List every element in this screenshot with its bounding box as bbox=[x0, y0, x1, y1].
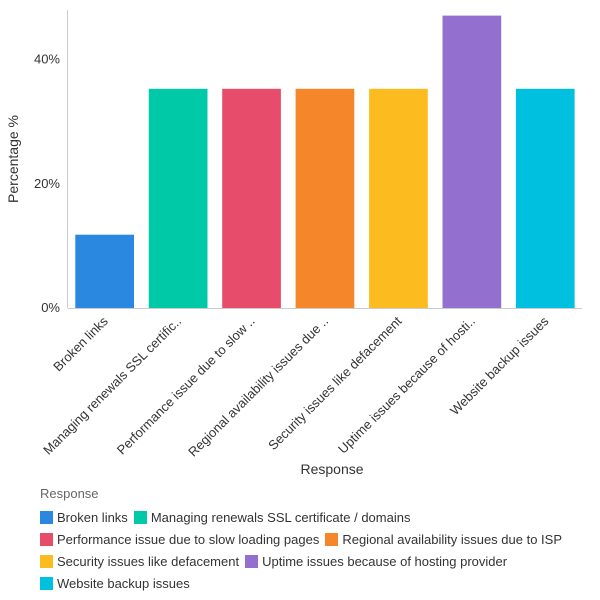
bar-2[interactable] bbox=[148, 88, 208, 308]
legend-item[interactable]: Broken links bbox=[40, 506, 128, 528]
legend-item[interactable]: Uptime issues because of hosting provide… bbox=[245, 550, 507, 572]
legend-label: Performance issue due to slow loading pa… bbox=[57, 531, 320, 547]
legend-label: Managing renewals SSL certificate / doma… bbox=[150, 509, 411, 525]
y-ticks: 0% 20% 40% bbox=[34, 52, 60, 315]
bar-1[interactable] bbox=[75, 234, 134, 308]
legend-item[interactable]: Website backup issues bbox=[40, 572, 190, 594]
x-axis-title: Response bbox=[300, 461, 363, 477]
legend: Response Broken links Managing renewals S… bbox=[40, 486, 590, 594]
bar-3[interactable] bbox=[222, 88, 281, 308]
legend-swatch bbox=[40, 532, 53, 546]
legend-item[interactable]: Managing renewals SSL certificate / doma… bbox=[133, 506, 411, 528]
y-axis-title: Percentage % bbox=[5, 115, 21, 203]
x-tick-label: Broken links bbox=[50, 313, 111, 374]
x-tick-label: Performance issue due to slow .. bbox=[114, 314, 258, 458]
legend-item[interactable]: Regional availability issues due to ISP bbox=[325, 528, 562, 550]
legend-swatch bbox=[40, 510, 53, 524]
legend-label: Website backup issues bbox=[57, 575, 190, 591]
bar-4[interactable] bbox=[295, 88, 355, 308]
bar-7[interactable] bbox=[515, 88, 575, 308]
y-tick-label: 0% bbox=[41, 300, 60, 315]
x-tick-label: Security issues like defacement bbox=[265, 313, 405, 453]
legend-label: Broken links bbox=[57, 509, 128, 525]
legend-swatch bbox=[40, 554, 53, 568]
y-tick-label: 20% bbox=[34, 176, 60, 191]
bar-6[interactable] bbox=[442, 15, 502, 308]
legend-swatch bbox=[245, 554, 259, 568]
bar-5[interactable] bbox=[369, 88, 428, 308]
legend-label: Security issues like defacement bbox=[57, 553, 240, 569]
legend-item[interactable]: Security issues like defacement bbox=[40, 550, 239, 572]
x-tick-label: Regional availability issues due .. bbox=[185, 314, 331, 460]
legend-swatch bbox=[133, 510, 147, 524]
x-tick-label: Uptime issues because of hosti.. bbox=[335, 314, 478, 457]
legend-swatch bbox=[40, 576, 53, 590]
x-tick-label: Managing renewals SSL certific.. bbox=[40, 314, 184, 458]
legend-swatch bbox=[325, 532, 339, 546]
legend-title: Response bbox=[40, 486, 99, 501]
legend-label: Regional availability issues due to ISP bbox=[342, 531, 563, 547]
y-tick-label: 40% bbox=[34, 52, 60, 67]
bars-layer bbox=[75, 15, 575, 308]
legend-items: Broken links Managing renewals SSL certif… bbox=[40, 506, 590, 594]
legend-item[interactable]: Performance issue due to slow loading pa… bbox=[40, 528, 319, 550]
legend-label: Uptime issues because of hosting provide… bbox=[262, 553, 508, 569]
